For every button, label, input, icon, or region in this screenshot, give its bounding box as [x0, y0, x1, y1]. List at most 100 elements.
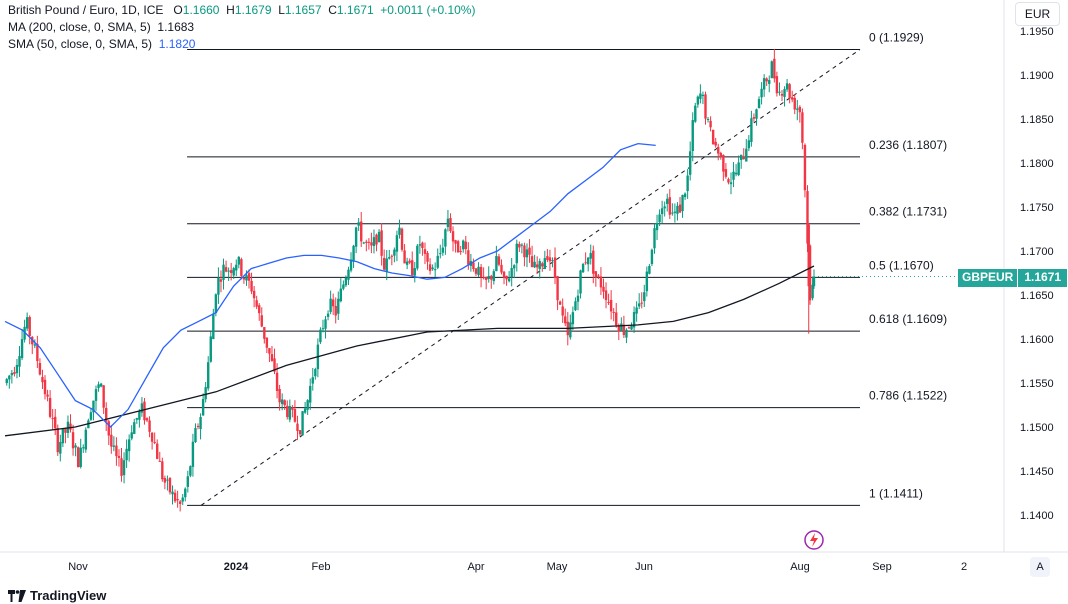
candle-body	[352, 245, 355, 262]
candle-body	[145, 418, 149, 421]
candle-body	[660, 208, 664, 215]
candle-body	[722, 154, 725, 172]
time-tick-label: Nov	[68, 561, 88, 573]
candle-body	[135, 418, 139, 420]
legend-low: 1.1657	[284, 3, 322, 17]
candle-body	[347, 269, 350, 280]
symbol-badge: GBPEUR	[958, 269, 1019, 287]
candle-body	[59, 442, 62, 454]
candle-body	[275, 372, 279, 391]
candle-body	[581, 263, 585, 273]
candle-body	[467, 250, 470, 265]
candle-body	[530, 256, 534, 268]
candle-body	[752, 117, 756, 119]
candle-body	[757, 99, 761, 109]
candle-body	[326, 313, 330, 317]
sma50-value: 1.1820	[158, 37, 196, 51]
candle-body	[666, 198, 669, 204]
price-tick-label: 1.1900	[1020, 70, 1054, 82]
candle-body	[783, 89, 786, 97]
candle-body	[199, 417, 202, 430]
candle-body	[291, 407, 294, 410]
candle-body	[484, 277, 488, 280]
candle-body	[655, 223, 659, 231]
candle-body	[43, 379, 47, 395]
candle-body	[306, 400, 309, 410]
candle-body	[56, 427, 59, 453]
candle-body	[61, 428, 65, 444]
candle-body	[339, 288, 343, 302]
candle-body	[637, 303, 641, 307]
candle-body	[541, 263, 544, 267]
candle-body	[74, 445, 77, 448]
candle-body	[349, 259, 353, 271]
legend-c-label: C	[328, 3, 337, 17]
price-tick-label: 1.1500	[1020, 422, 1054, 434]
sma50-line	[4, 142, 656, 428]
legend-change: +0.0011 (+0.10%)	[380, 3, 476, 17]
candle-body	[584, 262, 587, 264]
candle-body	[762, 78, 766, 90]
candle-body	[105, 407, 108, 422]
candle-body	[385, 258, 388, 272]
fib-level-label: 1 (1.1411)	[869, 486, 923, 500]
candle-body	[337, 298, 340, 314]
candle-body	[421, 242, 424, 249]
candle-body	[71, 432, 75, 449]
candle-body	[20, 339, 24, 359]
candle-body	[171, 491, 174, 495]
candle-body	[186, 476, 190, 487]
candle-body	[196, 426, 200, 428]
candle-body	[474, 268, 478, 274]
candle-body	[719, 152, 722, 157]
candle-body	[227, 270, 230, 272]
legend-o-label: O	[173, 3, 183, 17]
candle-body	[490, 275, 493, 280]
candle-body	[403, 250, 406, 264]
candle-body	[176, 499, 179, 501]
candle-body	[502, 271, 506, 278]
candle-body	[97, 384, 100, 388]
candle-body	[482, 277, 485, 279]
candle-body	[64, 428, 67, 433]
candle-body	[732, 171, 735, 180]
candle-body	[790, 97, 794, 100]
fib-level-label: 0.618 (1.1609)	[869, 312, 947, 326]
candle-body	[768, 80, 771, 84]
candle-body	[436, 255, 439, 268]
events-icon-bolt	[810, 533, 818, 547]
candle-body	[398, 227, 401, 235]
candle-body	[201, 399, 205, 416]
candle-body	[696, 96, 700, 105]
candle-body	[729, 182, 733, 185]
candle-body	[8, 375, 11, 380]
candle-body	[745, 148, 748, 162]
candle-body	[798, 106, 802, 113]
candle-body	[612, 311, 615, 313]
candle-body	[510, 268, 513, 278]
candle-body	[242, 278, 246, 280]
candle-body	[372, 237, 376, 247]
currency-button[interactable]: EUR	[1015, 2, 1060, 26]
auto-scale-button[interactable]: A	[1030, 557, 1050, 577]
candle-body	[418, 244, 422, 246]
candle-body	[321, 328, 325, 330]
candle-body	[803, 144, 807, 191]
footer[interactable]: TradingView	[8, 588, 106, 603]
candle-body	[586, 257, 590, 265]
legend-high: 1.1679	[234, 3, 272, 17]
candle-body	[153, 441, 156, 444]
ma200-value: 1.1683	[157, 20, 195, 34]
candle-body	[564, 316, 567, 324]
candle-body	[178, 501, 182, 504]
candle-body	[400, 228, 404, 250]
candle-body	[69, 423, 72, 430]
candle-body	[780, 94, 784, 96]
candle-body	[645, 271, 649, 292]
candle-body	[714, 141, 717, 146]
fib-level-label: 0.382 (1.1731)	[869, 205, 947, 219]
candle-body	[51, 418, 54, 420]
candle-body	[589, 253, 592, 259]
candle-body	[25, 317, 29, 329]
